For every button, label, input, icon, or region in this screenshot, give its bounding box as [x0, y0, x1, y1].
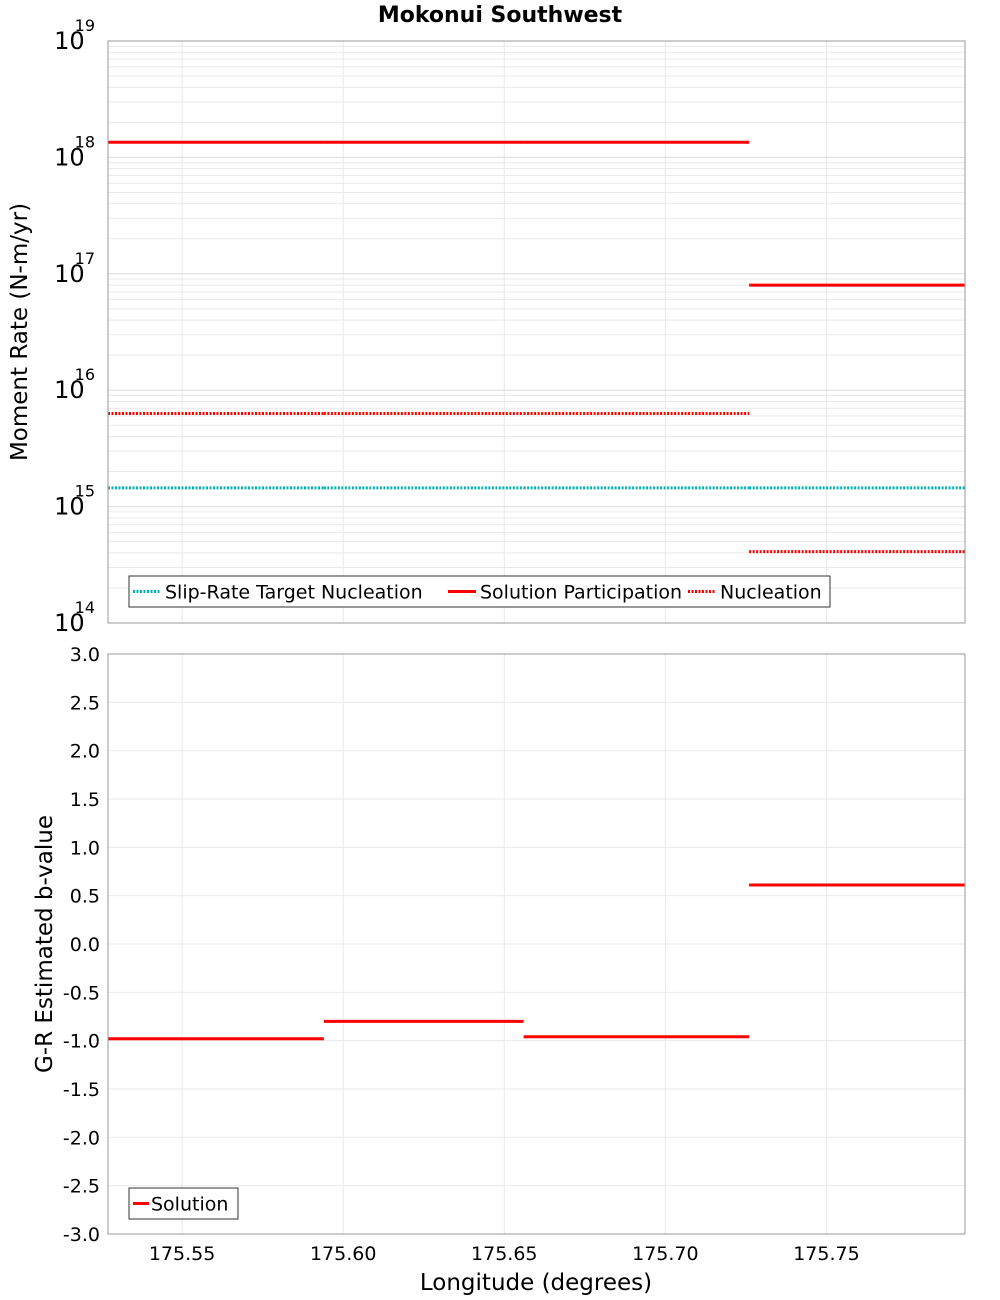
y-tick-label: -2.5	[63, 1176, 100, 1198]
legend-item: Solution	[133, 1194, 228, 1216]
y-tick-label: 0.5	[70, 886, 100, 908]
bottom-y-axis-label: G-R Estimated b-value	[32, 815, 58, 1073]
x-tick-label: 175.75	[793, 1243, 859, 1265]
legend-label: Solution	[151, 1194, 228, 1216]
legend-item: Solution Participation	[448, 582, 682, 604]
legend-label: Solution Participation	[480, 582, 682, 604]
y-tick-label: -1.5	[63, 1079, 100, 1101]
y-tick-label: -3.0	[63, 1224, 100, 1246]
top-y-axis-label: Moment Rate (N-m/yr)	[7, 203, 33, 461]
x-tick-label: 175.55	[149, 1243, 215, 1265]
bottom-y-tick-labels: 3.0 2.5 2.0 1.5 1.0 0.5 0.0 -0.5 -1.0 -1.5 -2.0 -2.…	[63, 644, 100, 1246]
x-tick-label: 175.70	[632, 1243, 698, 1265]
y-tick-exponent: 17	[75, 249, 95, 268]
series-solution-participation	[108, 140, 965, 287]
y-tick-label: 1016	[54, 365, 95, 404]
y-tick-label: 1.5	[70, 789, 100, 811]
series-solution	[108, 883, 965, 1041]
legend-label: Nucleation	[720, 582, 822, 604]
y-tick-label: 0.0	[70, 934, 100, 956]
y-tick-exponent: 15	[75, 482, 95, 501]
x-tick-labels: 175.55 175.60 175.65 175.70 175.75	[149, 1243, 860, 1265]
y-tick-label: 1019	[54, 16, 95, 55]
legend-item: Nucleation	[688, 582, 822, 604]
top-plot-gridlines	[108, 41, 965, 624]
y-tick-label: 3.0	[70, 644, 100, 666]
y-tick-label: 1017	[54, 249, 95, 288]
series-nucleation	[108, 412, 965, 554]
y-tick-base: 10	[54, 493, 85, 521]
y-tick-exponent: 19	[75, 16, 95, 35]
bottom-legend: Solution	[128, 1187, 239, 1220]
y-tick-label: 1018	[54, 132, 95, 171]
y-tick-label: -2.0	[63, 1127, 100, 1149]
y-tick-label: 1015	[54, 482, 95, 521]
y-tick-base: 10	[54, 143, 85, 171]
bottom-plot-frame	[107, 653, 966, 1235]
top-legend: Slip-Rate Target Nucleation Solution Part…	[128, 575, 831, 608]
bottom-plot-series	[108, 883, 965, 1041]
y-tick-exponent: 16	[75, 365, 95, 384]
top-plot-frame	[107, 40, 966, 624]
y-tick-base: 10	[54, 27, 85, 55]
chart-title: Mokonui Southwest	[378, 3, 623, 28]
y-tick-label: -0.5	[63, 982, 100, 1004]
y-tick-label: -1.0	[63, 1031, 100, 1053]
x-tick-label: 175.65	[471, 1243, 537, 1265]
y-tick-base: 10	[54, 376, 85, 404]
y-tick-exponent: 14	[75, 598, 95, 617]
y-tick-base: 10	[54, 609, 85, 637]
y-tick-label: 1014	[54, 598, 95, 637]
x-axis-label: Longitude (degrees)	[420, 1270, 652, 1296]
legend-item: Slip-Rate Target Nucleation	[133, 582, 423, 604]
legend-label: Slip-Rate Target Nucleation	[165, 582, 423, 604]
top-plot-series	[108, 140, 965, 554]
y-tick-label: 2.0	[70, 741, 100, 763]
y-tick-label: 1.0	[70, 837, 100, 859]
y-tick-exponent: 18	[75, 132, 95, 151]
x-tick-label: 175.60	[310, 1243, 376, 1265]
y-tick-base: 10	[54, 260, 85, 288]
y-tick-label: 2.5	[70, 692, 100, 714]
bottom-plot-gridlines	[108, 653, 965, 1235]
